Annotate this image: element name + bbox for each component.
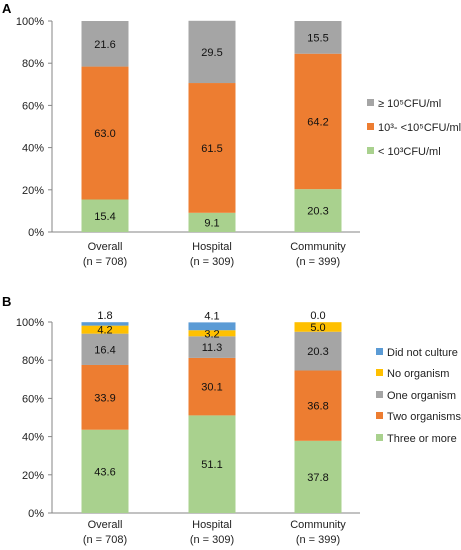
- data-label: 5.0: [310, 322, 325, 334]
- data-label: 20.3: [307, 346, 328, 358]
- legend-swatch: [376, 391, 383, 398]
- category-label: Hospital: [192, 241, 232, 253]
- legend-label: 10³- <10⁵CFU/ml: [378, 122, 461, 134]
- bar-segment: [294, 322, 342, 332]
- panel-label: B: [2, 294, 11, 309]
- legend-label: < 10³CFU/ml: [378, 146, 441, 158]
- bar-segment: [81, 333, 129, 365]
- y-tick-label: 40%: [22, 143, 44, 155]
- legend-swatch: [376, 369, 383, 376]
- category-label: Community: [290, 241, 346, 253]
- legend-swatch: [376, 348, 383, 355]
- category-sublabel: (n = 399): [296, 534, 340, 546]
- category-sublabel: (n = 708): [83, 534, 127, 546]
- legend-swatch: [367, 99, 374, 106]
- data-label: 51.1: [201, 459, 222, 471]
- legend-label: ≥ 10⁵CFU/ml: [378, 98, 441, 110]
- bar-segment: [294, 440, 342, 513]
- data-label: 30.1: [201, 382, 222, 394]
- bar-segment: [188, 212, 236, 232]
- data-label: 4.1: [204, 310, 219, 322]
- y-tick-label: 20%: [22, 470, 44, 482]
- data-label: 33.9: [94, 392, 115, 404]
- legend-label: One organism: [387, 390, 456, 402]
- data-label: 15.4: [94, 211, 115, 223]
- y-tick-label: 80%: [22, 58, 44, 70]
- y-tick-label: 60%: [22, 393, 44, 405]
- data-label: 21.6: [94, 39, 115, 51]
- category-label: Overall: [88, 519, 123, 531]
- data-label: 43.6: [94, 466, 115, 478]
- y-tick-label: 0%: [28, 227, 44, 239]
- y-tick-label: 100%: [16, 317, 44, 329]
- y-tick-label: 80%: [22, 355, 44, 367]
- bar-segment: [188, 20, 236, 84]
- bar-segment: [188, 83, 236, 213]
- data-label: 4.2: [97, 325, 112, 337]
- legend-swatch: [376, 434, 383, 441]
- bar-segment: [81, 322, 129, 326]
- data-label: 11.3: [202, 342, 223, 354]
- data-label: 36.8: [307, 401, 328, 413]
- bar-segment: [188, 336, 236, 358]
- legend-label: Did not culture: [387, 347, 458, 359]
- legend-label: Two organisms: [387, 411, 461, 423]
- data-label: 0.0: [310, 310, 325, 322]
- bar-segment: [294, 370, 342, 441]
- data-label: 1.8: [97, 310, 112, 322]
- y-tick-label: 20%: [22, 185, 44, 197]
- category-sublabel: (n = 309): [190, 534, 234, 546]
- bar-segment: [188, 330, 236, 337]
- data-label: 61.5: [201, 143, 222, 155]
- y-tick-label: 0%: [28, 508, 44, 520]
- category-label: Hospital: [192, 519, 232, 531]
- bar-segment: [81, 21, 129, 67]
- legend-swatch: [376, 412, 383, 419]
- category-sublabel: (n = 399): [296, 256, 340, 268]
- bar-segment: [294, 21, 342, 54]
- legend-swatch: [367, 147, 374, 154]
- bar-segment: [294, 53, 342, 190]
- bar-segment: [81, 325, 129, 334]
- data-label: 20.3: [307, 206, 328, 218]
- bar-segment: [188, 322, 236, 331]
- bar-segment: [188, 357, 236, 416]
- panel-label: A: [2, 1, 12, 16]
- data-label: 29.5: [201, 47, 222, 59]
- y-tick-label: 60%: [22, 100, 44, 112]
- category-sublabel: (n = 708): [83, 256, 127, 268]
- bar-segment: [188, 415, 236, 513]
- bar-segment: [294, 189, 342, 232]
- bar-segment: [81, 199, 129, 232]
- data-label: 3.2: [204, 328, 219, 340]
- bar-segment: [81, 429, 129, 513]
- data-label: 9.1: [204, 217, 219, 229]
- category-sublabel: (n = 309): [190, 256, 234, 268]
- category-label: Overall: [88, 241, 123, 253]
- category-label: Community: [290, 519, 346, 531]
- data-label: 16.4: [94, 344, 115, 356]
- data-label: 15.5: [307, 32, 328, 44]
- data-label: 37.8: [307, 472, 328, 484]
- legend-swatch: [367, 123, 374, 130]
- legend-label: No organism: [387, 368, 449, 380]
- data-label: 64.2: [307, 116, 328, 128]
- y-tick-label: 100%: [16, 16, 44, 28]
- data-label: 63.0: [94, 128, 115, 140]
- bar-segment: [81, 364, 129, 430]
- bar-segment: [294, 331, 342, 371]
- bar-segment: [81, 66, 129, 200]
- legend-label: Three or more: [387, 433, 457, 445]
- y-tick-label: 40%: [22, 432, 44, 444]
